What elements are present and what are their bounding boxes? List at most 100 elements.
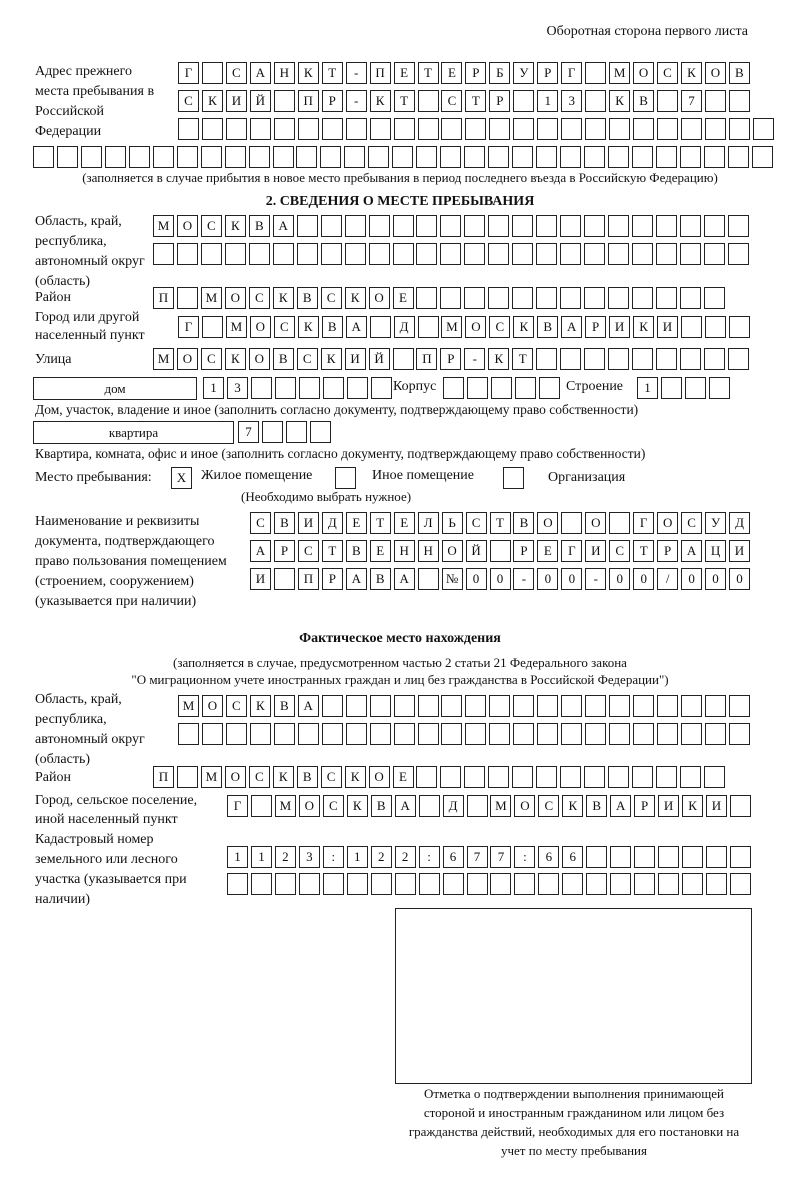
char-cell[interactable]: В: [272, 348, 294, 370]
char-cell[interactable]: [321, 723, 343, 745]
char-cell[interactable]: О: [465, 316, 487, 338]
char-cell[interactable]: [272, 243, 294, 265]
char-cell[interactable]: [272, 146, 294, 168]
char-cell[interactable]: 0: [465, 568, 487, 590]
char-cell[interactable]: [703, 215, 725, 237]
char-cell[interactable]: К: [297, 316, 319, 338]
char-cell[interactable]: [704, 118, 726, 140]
char-cell[interactable]: О: [633, 62, 655, 84]
char-cell[interactable]: [655, 243, 677, 265]
char-cell[interactable]: [537, 723, 559, 745]
char-cell[interactable]: [321, 695, 343, 717]
char-cell[interactable]: [584, 243, 606, 265]
char-cell[interactable]: [703, 243, 725, 265]
char-cell[interactable]: 7: [680, 90, 702, 112]
char-cell[interactable]: Р: [489, 90, 511, 112]
char-cell[interactable]: [704, 695, 726, 717]
char-cell[interactable]: Н: [393, 540, 415, 562]
char-cell[interactable]: [632, 243, 653, 265]
char-cell[interactable]: [514, 377, 536, 399]
char-cell[interactable]: 1: [637, 377, 658, 399]
char-cell[interactable]: [512, 243, 534, 265]
char-cell[interactable]: [657, 118, 678, 140]
char-cell[interactable]: -: [513, 568, 535, 590]
char-cell[interactable]: [513, 695, 535, 717]
char-cell[interactable]: [392, 243, 414, 265]
char-cell[interactable]: И: [706, 795, 727, 817]
char-cell[interactable]: К: [680, 62, 702, 84]
char-cell[interactable]: [560, 243, 582, 265]
char-cell[interactable]: Й: [368, 348, 390, 370]
char-cell[interactable]: М: [178, 695, 199, 717]
char-cell[interactable]: [585, 62, 607, 84]
char-cell[interactable]: С: [248, 766, 270, 788]
char-cell[interactable]: [285, 421, 307, 443]
char-cell[interactable]: [56, 146, 78, 168]
char-cell[interactable]: 3: [561, 90, 583, 112]
char-cell[interactable]: Р: [440, 348, 462, 370]
char-cell[interactable]: [562, 873, 584, 895]
char-cell[interactable]: В: [728, 62, 750, 84]
char-cell[interactable]: [346, 873, 368, 895]
char-cell[interactable]: [657, 695, 678, 717]
char-cell[interactable]: [560, 287, 582, 309]
char-cell[interactable]: [392, 215, 414, 237]
char-cell[interactable]: [465, 723, 487, 745]
char-cell[interactable]: [728, 695, 750, 717]
char-cell[interactable]: [631, 146, 653, 168]
char-cell[interactable]: С: [200, 215, 222, 237]
char-cell[interactable]: М: [441, 316, 463, 338]
char-cell[interactable]: [224, 146, 246, 168]
char-cell[interactable]: Д: [321, 512, 343, 534]
char-cell[interactable]: [417, 568, 439, 590]
char-cell[interactable]: [440, 243, 462, 265]
char-cell[interactable]: Г: [561, 540, 583, 562]
char-cell[interactable]: [273, 118, 295, 140]
char-cell[interactable]: С: [225, 695, 247, 717]
char-cell[interactable]: 1: [203, 377, 224, 399]
char-cell[interactable]: [608, 243, 630, 265]
char-cell[interactable]: [655, 146, 677, 168]
char-cell[interactable]: К: [562, 795, 584, 817]
char-cell[interactable]: [178, 723, 199, 745]
char-cell[interactable]: [33, 146, 54, 168]
char-cell[interactable]: [296, 243, 318, 265]
char-cell[interactable]: Р: [657, 540, 679, 562]
char-cell[interactable]: 6: [562, 846, 584, 868]
char-cell[interactable]: [536, 348, 558, 370]
char-cell[interactable]: [514, 873, 536, 895]
char-cell[interactable]: О: [368, 287, 390, 309]
char-cell[interactable]: [655, 348, 677, 370]
char-cell[interactable]: [658, 873, 680, 895]
char-cell[interactable]: [632, 287, 653, 309]
char-cell[interactable]: М: [490, 795, 512, 817]
char-cell[interactable]: [418, 795, 440, 817]
char-cell[interactable]: Т: [369, 512, 391, 534]
stay-option-residential-checkbox[interactable]: X: [171, 467, 192, 489]
char-cell[interactable]: [679, 287, 701, 309]
char-cell[interactable]: 0: [681, 568, 703, 590]
char-cell[interactable]: [322, 377, 344, 399]
char-cell[interactable]: [728, 723, 750, 745]
char-cell[interactable]: [200, 243, 222, 265]
char-cell[interactable]: [586, 846, 608, 868]
char-cell[interactable]: [488, 287, 510, 309]
char-cell[interactable]: [418, 873, 440, 895]
char-cell[interactable]: Г: [633, 512, 655, 534]
char-cell[interactable]: [680, 316, 702, 338]
char-cell[interactable]: -: [464, 348, 486, 370]
char-cell[interactable]: М: [225, 316, 247, 338]
char-cell[interactable]: [560, 215, 582, 237]
char-cell[interactable]: [392, 146, 414, 168]
char-cell[interactable]: [465, 695, 487, 717]
char-cell[interactable]: А: [394, 795, 416, 817]
char-cell[interactable]: [394, 873, 416, 895]
char-cell[interactable]: К: [224, 215, 246, 237]
char-cell[interactable]: [345, 723, 367, 745]
char-cell[interactable]: К: [513, 316, 535, 338]
char-cell[interactable]: [298, 873, 320, 895]
char-cell[interactable]: [466, 377, 488, 399]
char-cell[interactable]: [561, 118, 583, 140]
char-cell[interactable]: 0: [633, 568, 655, 590]
char-cell[interactable]: С: [538, 795, 560, 817]
